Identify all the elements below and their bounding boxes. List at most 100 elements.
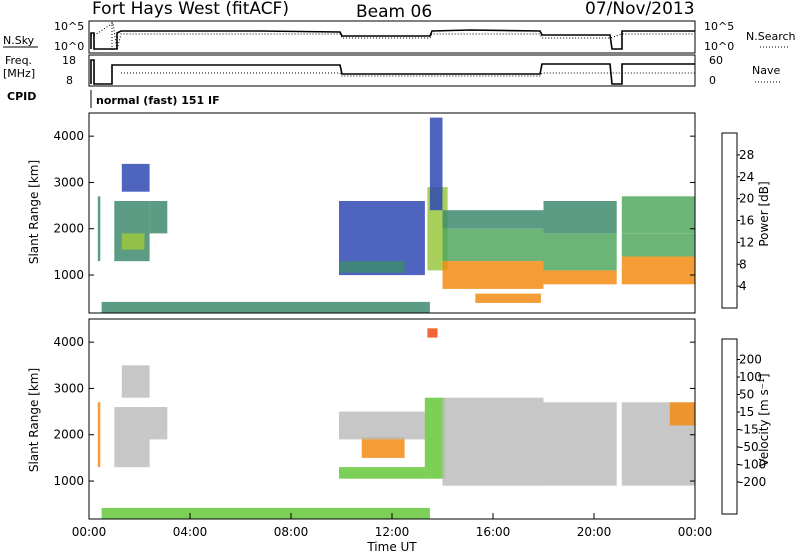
data-region: [121, 233, 145, 250]
colorbar-tick-label: -200: [739, 475, 766, 489]
power-colorbar-label: Power [dB]: [757, 181, 771, 246]
cpid-panel: CPID normal (fast) 151 IF: [7, 90, 220, 108]
power-frame: [88, 112, 696, 314]
data-region: [97, 196, 101, 262]
station-title: Fort Hays West (fitACF): [92, 0, 289, 19]
velocity-yticks: 1000 2000 3000 4000: [53, 335, 695, 488]
cpid-text: normal (fast) 151 IF: [96, 94, 220, 107]
x-tick-label: 20:00: [577, 525, 612, 539]
data-region: [621, 233, 695, 257]
beam-label: Beam 06: [356, 2, 432, 22]
nsearch-line: [91, 22, 695, 51]
colorbar-tick-label: 15: [739, 405, 754, 419]
data-region: [339, 411, 425, 440]
nave-tick-bottom: 0: [709, 74, 716, 87]
colorbar-tick-label: 100: [739, 370, 762, 384]
x-tick-label: 00:00: [72, 525, 107, 539]
colorbar-tick-label: 4: [739, 279, 747, 293]
colorbar-tick-label: 12: [739, 235, 754, 249]
colorbar-tick-label: -50: [739, 440, 759, 454]
data-region: [361, 437, 405, 458]
colorbar-tick-label: 28: [739, 148, 754, 162]
y-tick-label: 1000: [53, 268, 84, 282]
velocity-colorbar-label: Velocity [m s⁻¹]: [757, 373, 771, 466]
data-region: [621, 256, 695, 285]
colorbar-frame: [721, 132, 738, 309]
data-region: [101, 507, 430, 519]
data-region: [543, 402, 617, 486]
freq-tick-top: 18: [62, 54, 76, 67]
freq-tick-bottom: 8: [66, 74, 73, 87]
power-data: [97, 117, 695, 313]
colorbar-tick-label: -100: [739, 458, 766, 472]
nsky-line: [90, 29, 695, 50]
nsky-frame: [88, 20, 696, 54]
x-tick-label: 04:00: [173, 525, 208, 539]
data-region: [543, 201, 617, 234]
freq-frame: [88, 54, 696, 87]
data-region: [543, 233, 617, 271]
data-region: [442, 261, 544, 289]
data-region: [149, 201, 168, 234]
y-tick-label: 3000: [53, 175, 84, 189]
nave-label: Nave: [752, 64, 780, 77]
data-region: [114, 201, 150, 262]
date-label: 07/Nov/2013: [585, 0, 695, 19]
colorbar-tick-label: 20: [739, 192, 754, 206]
data-region: [424, 397, 445, 479]
data-region: [121, 163, 150, 192]
data-region: [114, 407, 150, 468]
power-panel: 1000 2000 3000 4000 Slant Range [km] 4 8 12 16…: [27, 112, 771, 314]
data-region: [442, 210, 544, 229]
colorbar-tick-label: 50: [739, 388, 754, 402]
data-region: [475, 293, 541, 303]
x-tick-label: 12:00: [375, 525, 410, 539]
velocity-ylabel: Slant Range [km]: [27, 368, 41, 472]
x-tick-label: 08:00: [274, 525, 309, 539]
data-region: [339, 467, 425, 479]
nsky-panel: N.Sky 10^5 10^0 10^5 10^0 N.Search: [3, 20, 796, 54]
nsearch-tick-top: 10^5: [704, 20, 734, 33]
power-colorbar: 4 8 12 16 20 24 28: [721, 132, 754, 309]
data-region: [442, 425, 544, 486]
x-axis-label: Time UT: [366, 540, 417, 554]
freq-label-top: Freq.: [5, 54, 32, 67]
data-region: [427, 328, 438, 338]
y-tick-label: 3000: [53, 381, 84, 395]
nave-tick-top: 60: [709, 54, 723, 67]
colorbar-tick-label: 8: [739, 257, 747, 271]
data-region: [543, 270, 617, 285]
data-region: [121, 365, 150, 398]
velocity-xticks: 00:00 04:00 08:00 12:00 16:00 20:00 00:00: [72, 513, 713, 539]
freq-label-bottom: [MHz]: [3, 67, 35, 80]
x-tick-label: 00:00: [678, 525, 713, 539]
nsearch-tick-bottom: 10^0: [704, 40, 734, 53]
data-region: [339, 261, 405, 273]
velocity-panel: 1000 2000 3000 4000 Slant Range [km] 200 100…: [27, 318, 771, 554]
x-tick-label: 16:00: [476, 525, 511, 539]
colorbar-tick-label: 16: [739, 214, 754, 228]
freq-panel: Freq. [MHz] 18 8 60 0 Nave: [3, 54, 780, 87]
data-region: [669, 402, 696, 426]
data-region: [621, 196, 695, 234]
colorbar-tick-label: 24: [739, 170, 754, 184]
data-region: [442, 397, 544, 426]
y-tick-label: 2000: [53, 222, 84, 236]
velocity-data: [97, 328, 696, 519]
data-region: [101, 301, 430, 313]
power-ylabel: Slant Range [km]: [27, 160, 41, 264]
freq-line: [90, 59, 695, 85]
y-tick-label: 4000: [53, 335, 84, 349]
data-region: [429, 117, 443, 211]
velocity-colorbar: 200 100 50 15 -15 -50 -100 -200: [721, 338, 766, 515]
y-tick-label: 2000: [53, 428, 84, 442]
colorbar-tick-label: -15: [739, 423, 759, 437]
nsearch-label: N.Search: [746, 30, 796, 43]
nsky-tick-bottom: 10^0: [54, 40, 84, 53]
nsky-tick-top: 10^5: [54, 20, 84, 33]
data-region: [97, 402, 101, 468]
y-tick-label: 4000: [53, 129, 84, 143]
colorbar-tick-label: 200: [739, 353, 762, 367]
nsky-label: N.Sky: [3, 34, 35, 47]
